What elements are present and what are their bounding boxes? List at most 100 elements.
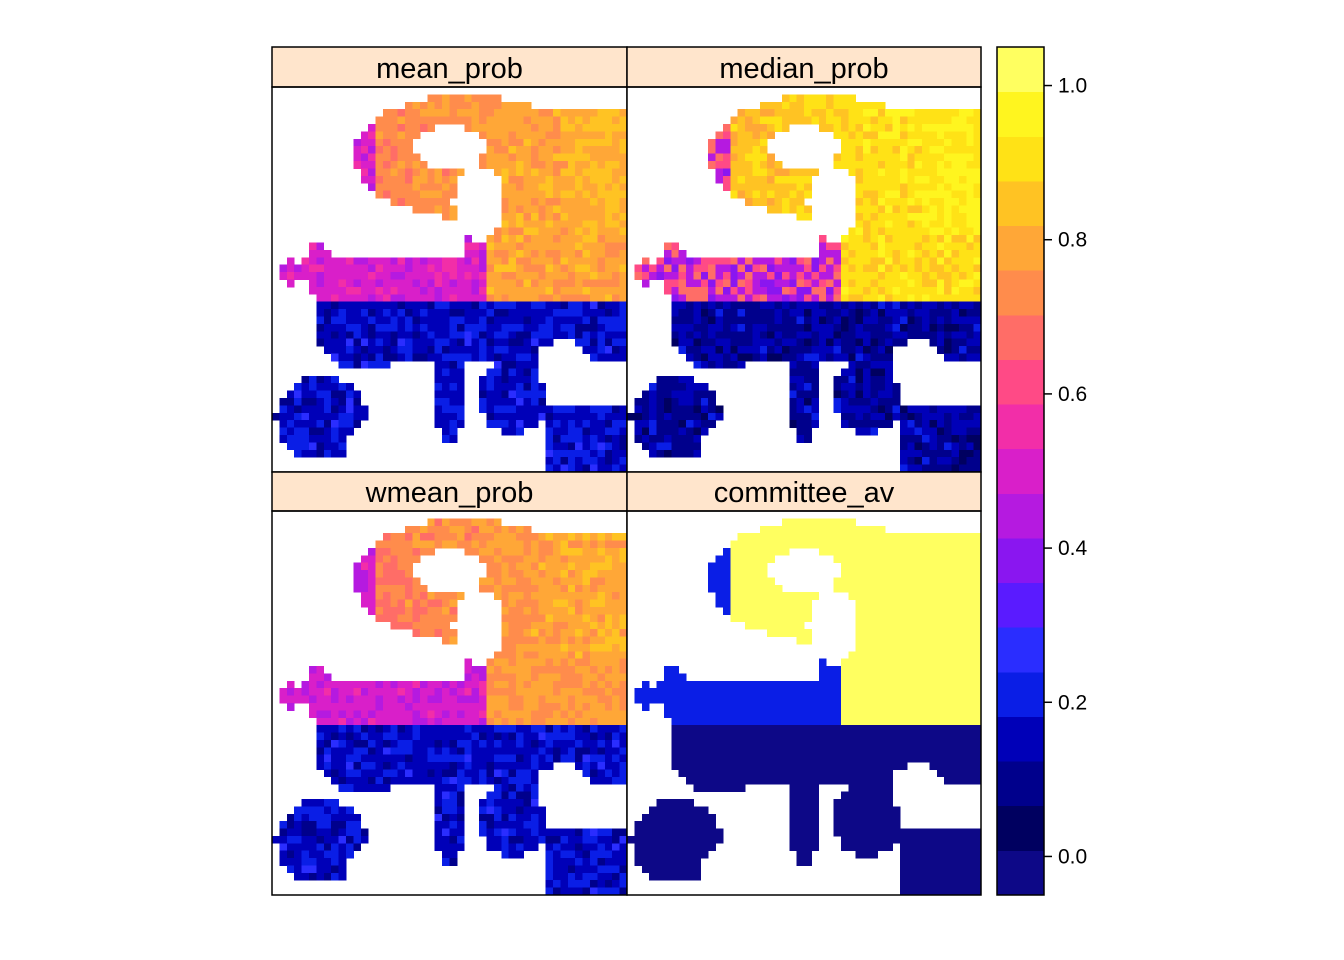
map-cell [863, 420, 871, 428]
map-cell [612, 109, 621, 118]
map-cell [966, 264, 975, 273]
map-cell [590, 242, 598, 251]
map-cell [855, 614, 864, 623]
map-cell [700, 427, 709, 436]
map-cell [345, 813, 354, 822]
map-cell [516, 584, 524, 593]
map-cell [412, 257, 421, 266]
map-cell [294, 420, 302, 428]
map-cell [397, 264, 406, 273]
map-cell [508, 101, 517, 110]
map-cell [781, 592, 790, 601]
map-cell [412, 754, 421, 763]
map-cell [427, 599, 436, 608]
map-cell [811, 540, 820, 549]
map-cell [412, 584, 421, 593]
map-cell [973, 547, 982, 556]
map-cell [471, 264, 480, 273]
map-cell [922, 190, 930, 199]
map-cell [523, 212, 532, 221]
map-cell [567, 168, 576, 177]
map-cell [449, 360, 458, 369]
map-cell [634, 420, 643, 428]
map-cell [516, 279, 524, 288]
map-cell [929, 331, 938, 340]
map-cell [560, 717, 569, 726]
map-cell [479, 813, 487, 822]
map-cell [508, 607, 517, 615]
map-cell [508, 828, 517, 837]
map-cell [434, 405, 443, 414]
map-cell [781, 116, 790, 125]
map-cell [553, 850, 561, 859]
map-cell [826, 301, 834, 310]
map-cell [789, 375, 798, 384]
map-cell [958, 286, 967, 295]
map-cell [390, 190, 399, 199]
map-cell [774, 614, 783, 623]
map-cell [501, 813, 510, 822]
map-cell [582, 124, 591, 132]
map-cell [530, 599, 539, 608]
map-cell [560, 555, 569, 564]
map-cell [789, 420, 798, 428]
map-cell [752, 146, 761, 155]
map-cell [434, 688, 443, 697]
map-cell [582, 138, 591, 147]
map-cell [818, 109, 827, 118]
map-cell [316, 828, 325, 837]
map-cell [590, 651, 598, 660]
map-cell [516, 533, 524, 541]
map-cell [575, 688, 584, 697]
map-cell [686, 405, 694, 414]
map-cell [516, 799, 524, 807]
map-cell [767, 540, 775, 549]
map-cell [973, 405, 982, 414]
map-cell [434, 198, 443, 206]
map-cell [360, 562, 369, 571]
map-cell [693, 323, 702, 332]
map-cell [323, 835, 332, 844]
map-cell [671, 375, 680, 384]
map-cell [501, 784, 510, 793]
map-cell [449, 205, 458, 214]
map-cell [944, 168, 952, 177]
map-cell [612, 747, 621, 756]
map-cell [523, 695, 532, 704]
map-cell [649, 383, 657, 391]
map-cell [397, 562, 406, 571]
map-cell [449, 412, 458, 421]
map-cell [508, 813, 517, 822]
map-cell [405, 621, 413, 630]
map-cell [575, 754, 584, 763]
map-cell [545, 279, 554, 288]
map-cell [360, 680, 369, 689]
map-cell [501, 420, 510, 428]
map-cell [855, 331, 864, 340]
map-cell [523, 540, 532, 549]
map-cell [397, 577, 406, 586]
map-cell [434, 183, 443, 192]
map-cell [501, 688, 510, 697]
map-cell [582, 190, 591, 199]
map-cell [523, 828, 532, 837]
map-cell [397, 614, 406, 623]
map-cell [619, 658, 628, 667]
map-cell [612, 725, 621, 733]
map-cell [308, 412, 317, 421]
map-cell [397, 309, 406, 317]
map-cell [892, 405, 901, 414]
map-cell [493, 673, 502, 682]
map-cell [560, 880, 569, 889]
map-cell [759, 338, 768, 347]
map-cell [958, 547, 967, 556]
map-cell [486, 754, 495, 763]
map-cell [590, 205, 598, 214]
map-cell [501, 412, 510, 421]
map-cell [804, 212, 812, 221]
map-cell [486, 688, 495, 697]
map-cell [590, 887, 598, 896]
map-cell [678, 323, 687, 332]
map-cell [892, 673, 901, 682]
map-cell [907, 412, 916, 421]
